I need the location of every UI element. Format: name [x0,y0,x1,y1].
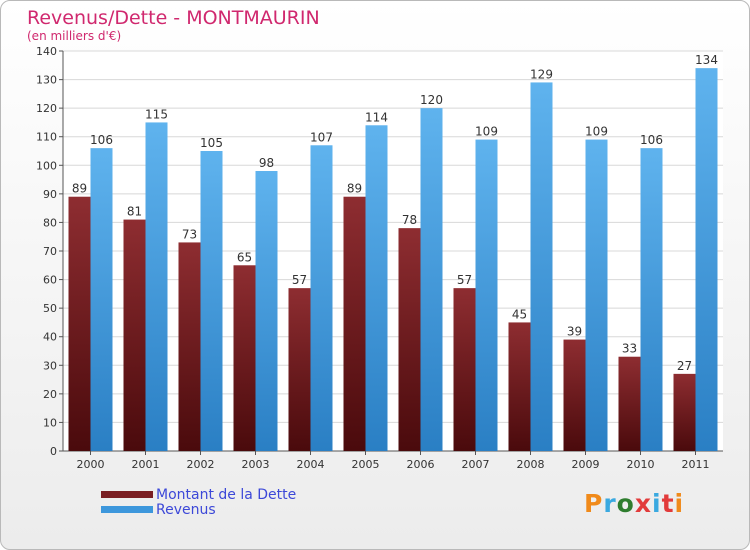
data-label: 57 [292,273,307,287]
bar-dette [453,288,476,451]
bar-dette [123,219,146,451]
legend-label-dette: Montant de la Dette [156,487,297,503]
data-label: 78 [402,213,417,227]
legend-swatch-dette [101,491,153,498]
bar-dette [233,265,256,451]
y-tick-label: 50 [43,302,57,315]
chart-title: Revenus/Dette - MONTMAURIN [27,7,320,29]
data-label: 65 [237,250,252,264]
x-tick-label: 2004 [297,458,325,471]
bar-dette [618,356,641,451]
bar-dette [508,322,531,451]
bar-revenus [530,82,553,451]
data-label: 129 [530,67,553,81]
data-label: 109 [585,125,608,139]
data-label: 89 [347,182,362,196]
bar-revenus [200,151,223,451]
x-tick-label: 2003 [242,458,270,471]
x-tick-label: 2002 [187,458,215,471]
data-label: 105 [200,136,223,150]
bar-dette [398,228,421,451]
bar-revenus [145,122,168,451]
bar-dette [343,196,366,451]
data-label: 89 [72,182,87,196]
bar-dette [563,339,586,451]
y-tick-label: 100 [36,159,57,172]
y-tick-label: 40 [43,331,57,344]
x-tick-label: 2009 [572,458,600,471]
data-label: 73 [182,227,197,241]
bar-revenus [695,68,718,452]
x-tick-label: 2006 [407,458,435,471]
y-tick-label: 60 [43,274,57,287]
y-tick-label: 120 [36,102,57,115]
data-label: 134 [695,53,718,67]
x-tick-label: 2000 [77,458,105,471]
x-tick-label: 2001 [132,458,160,471]
data-label: 81 [127,205,142,219]
x-tick-label: 2011 [682,458,710,471]
y-tick-label: 130 [36,74,57,87]
x-tick-label: 2007 [462,458,490,471]
y-tick-label: 20 [43,388,57,401]
proxiti-logo: Proxiti [584,489,685,518]
x-tick-label: 2010 [627,458,655,471]
bar-revenus [420,108,443,452]
bar-dette [178,242,201,451]
bar-revenus [90,148,113,451]
bar-revenus [310,145,333,452]
data-label: 33 [622,342,637,356]
data-label: 39 [567,325,582,339]
x-tick-label: 2008 [517,458,545,471]
chart-subtitle: (en milliers d'€) [27,29,122,43]
data-label: 106 [640,133,663,147]
y-tick-label: 110 [36,131,57,144]
data-label: 114 [365,110,388,124]
data-label: 109 [475,125,498,139]
bar-revenus [365,125,388,452]
data-label: 115 [145,107,168,121]
data-label: 27 [677,359,692,373]
y-tick-label: 70 [43,245,57,258]
legend-label-revenus: Revenus [156,502,216,518]
data-label: 120 [420,93,443,107]
bar-dette [68,196,91,451]
data-label: 106 [90,133,113,147]
bar-revenus [585,139,608,452]
y-tick-label: 30 [43,359,57,372]
legend-swatch-revenus [101,506,153,513]
bar-revenus [640,148,663,451]
y-tick-label: 90 [43,188,57,201]
bar-revenus [475,139,498,452]
y-tick-label: 0 [50,445,57,458]
x-tick-label: 2005 [352,458,380,471]
y-tick-label: 80 [43,216,57,229]
data-label: 45 [512,307,527,321]
bar-dette [288,288,311,451]
data-label: 98 [259,156,274,170]
y-tick-label: 140 [36,45,57,58]
bar-revenus [255,171,278,451]
data-label: 107 [310,130,333,144]
y-tick-label: 10 [43,416,57,429]
data-label: 57 [457,273,472,287]
bar-dette [673,373,696,451]
